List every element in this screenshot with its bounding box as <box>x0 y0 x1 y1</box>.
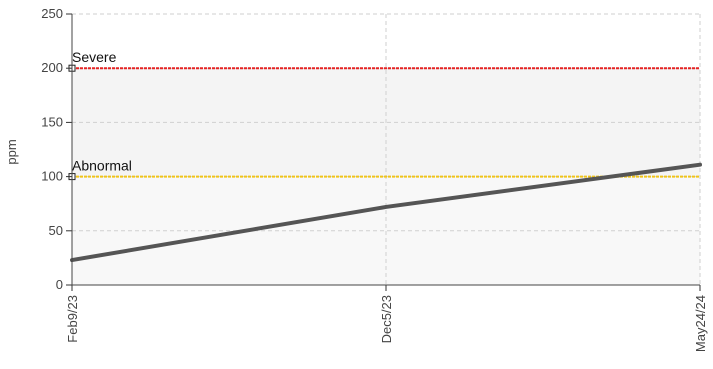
y-axis-title: ppm <box>4 139 19 164</box>
data-point-0-2 <box>698 163 702 167</box>
threshold-label-severe: Severe <box>72 49 117 65</box>
x-tick-label-1: Dec5/23 <box>379 295 394 343</box>
y-tick-label-150: 150 <box>41 114 63 129</box>
x-tick-label-2: May24/24 <box>693 295 708 352</box>
data-point-0-1 <box>384 205 388 209</box>
axes: 0 50 100 150 200 250 Feb9/23 Dec5/23 May24/24 <box>41 6 708 352</box>
y-tick-label-50: 50 <box>49 223 63 238</box>
threshold-label-abnormal: Abnormal <box>72 158 132 174</box>
y-tick-label-250: 250 <box>41 6 63 21</box>
y-tick-label-100: 100 <box>41 169 63 184</box>
y-tick-label-200: 200 <box>41 60 63 75</box>
y-tick-label-0: 0 <box>56 277 63 292</box>
x-tick-label-0: Feb9/23 <box>65 295 80 343</box>
